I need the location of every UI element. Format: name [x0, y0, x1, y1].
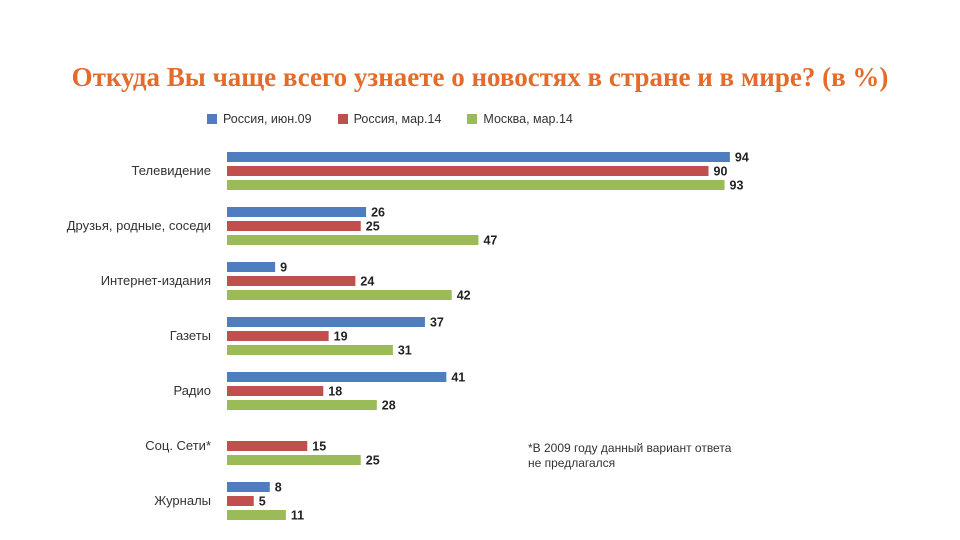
data-label: 11	[291, 509, 304, 523]
category-label: Соц. Сети*	[145, 438, 211, 453]
category-label: Друзья, родные, соседи	[67, 218, 211, 233]
data-label: 47	[483, 234, 497, 248]
data-label: 5	[259, 495, 266, 509]
data-label: 19	[334, 330, 348, 344]
category-label: Телевидение	[132, 163, 211, 178]
legend-label-russia-2014: Россия, мар.14	[353, 112, 442, 126]
data-label: 8	[275, 481, 282, 495]
data-label: 28	[382, 399, 396, 413]
legend-item-moscow-2014: Москва, мар.14	[467, 112, 573, 126]
bar	[227, 331, 329, 341]
bar	[227, 290, 452, 300]
data-label: 25	[366, 454, 380, 468]
legend-swatch-moscow-2014	[467, 114, 478, 124]
bar	[227, 166, 709, 176]
bar	[227, 317, 425, 327]
bar	[227, 221, 361, 231]
bar	[227, 262, 276, 272]
legend-swatch-russia-2014	[337, 114, 348, 124]
data-label: 26	[371, 206, 385, 220]
data-label: 24	[360, 275, 374, 289]
data-label: 25	[366, 220, 380, 234]
bar	[227, 510, 286, 520]
bar	[227, 276, 356, 286]
bar	[227, 441, 308, 451]
legend-item-russia-2009: Россия, июн.09	[207, 112, 312, 126]
data-label: 31	[398, 344, 412, 358]
bar	[227, 386, 324, 396]
category-label: Газеты	[170, 328, 211, 343]
data-label: 94	[735, 151, 749, 165]
legend-label-russia-2009: Россия, июн.09	[223, 112, 312, 126]
data-label: 93	[730, 179, 744, 193]
legend: Россия, июн.09 Россия, мар.14 Москва, ма…	[207, 112, 573, 126]
bar	[227, 180, 725, 190]
bar	[227, 496, 254, 506]
bar	[227, 455, 361, 465]
data-label: 15	[312, 440, 326, 454]
legend-label-moscow-2014: Москва, мар.14	[483, 112, 573, 126]
bar	[227, 482, 270, 492]
data-label: 90	[714, 165, 728, 179]
data-label: 9	[280, 261, 287, 275]
footnote: *В 2009 году данный вариант ответа не пр…	[528, 441, 731, 471]
data-label: 37	[430, 316, 444, 330]
bar	[227, 372, 447, 382]
category-label: Интернет-издания	[101, 273, 211, 288]
legend-item-russia-2014: Россия, мар.14	[337, 112, 442, 126]
category-label: Радио	[173, 383, 211, 398]
bar	[227, 207, 367, 217]
category-label: Журналы	[154, 493, 211, 508]
bar	[227, 400, 377, 410]
bar	[227, 152, 730, 162]
data-label: 41	[451, 371, 465, 385]
data-label: 18	[328, 385, 342, 399]
data-label: 42	[457, 289, 471, 303]
bar	[227, 345, 393, 355]
footnote-line-1: *В 2009 году данный вариант ответа	[528, 441, 732, 455]
chart-title: Откуда Вы чаще всего узнаете о новостях …	[71, 62, 889, 92]
footnote-line-2: не предлагался	[528, 456, 616, 470]
legend-swatch-russia-2009	[207, 114, 217, 124]
bar	[227, 235, 479, 245]
